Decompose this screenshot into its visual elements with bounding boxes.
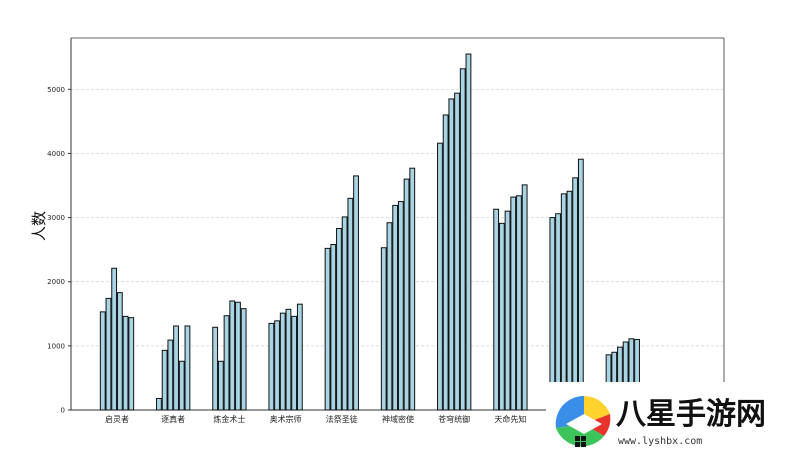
bar [493,208,500,411]
bar [560,193,567,411]
category-label: 神域密使 [382,414,414,424]
bar [178,360,185,411]
y-tick-label: 4000 [47,150,65,158]
brand-logo-icon [555,395,611,447]
bar [296,303,303,411]
bar [240,308,247,411]
bar [336,227,342,411]
bar [279,312,286,411]
bar [459,68,466,411]
bar [111,267,118,411]
bar [161,349,168,411]
bar [577,158,584,411]
bar [409,167,416,411]
bar [291,315,298,411]
bar [184,325,191,411]
bar [99,311,106,411]
bar [353,175,359,411]
watermark-brand-text: 八星手游网 [616,397,766,432]
category-label: 逐真者 [161,414,185,424]
watermark-background [546,382,796,450]
bar [498,222,505,411]
category-labels: 启灵者 逐真者 炼金术士 奥术宗师 法祭圣徒 神域密使 苍穹统御 天命先知 [105,414,526,424]
bar [268,322,275,411]
bar [212,326,219,411]
bar [386,222,393,411]
bar [285,308,292,411]
bar [128,317,135,411]
bar [448,98,455,411]
bar [572,177,579,411]
bar [392,204,399,411]
bar [274,320,280,411]
bar [454,92,460,411]
y-tick-label: 1000 [47,342,65,350]
category-label: 苍穹统御 [438,414,470,424]
bar [521,184,528,411]
bar [442,114,449,411]
bar [324,247,331,411]
bar [397,201,404,411]
bar [235,301,241,411]
watermark: 八星手游网 www.lyshbx.com [546,382,796,450]
y-tick-label: 0 [61,407,65,415]
bar [229,300,236,411]
bar [173,325,179,411]
bar [105,297,112,411]
bar [347,197,354,411]
bar [330,244,337,411]
category-label: 天命先知 [494,414,526,424]
bars [99,53,640,411]
y-tick-label: 2000 [47,278,65,286]
category-label: 法祭圣徒 [326,414,358,424]
category-label: 奥术宗师 [270,414,302,424]
y-ticks: 0 1000 2000 3000 4000 5000 [47,86,71,415]
bar [555,213,561,411]
bar [217,360,224,411]
bar [167,339,174,411]
category-label: 启灵者 [105,414,129,424]
category-label: 炼金术士 [213,414,245,424]
bar [380,247,387,411]
y-tick-label: 5000 [47,86,65,94]
bar [504,210,511,411]
bar [516,195,522,411]
bar [341,216,348,411]
bar [122,315,129,411]
bar [549,217,556,411]
y-tick-label: 3000 [47,214,65,222]
bar [156,397,162,411]
bar [465,53,472,411]
bar [116,292,123,411]
bar [437,142,443,411]
bar [510,196,517,411]
bar [403,178,410,411]
y-axis-label: 人数 [30,211,48,241]
bar [223,315,230,411]
bar [566,190,573,411]
watermark-url-text: www.lyshbx.com [618,436,702,447]
